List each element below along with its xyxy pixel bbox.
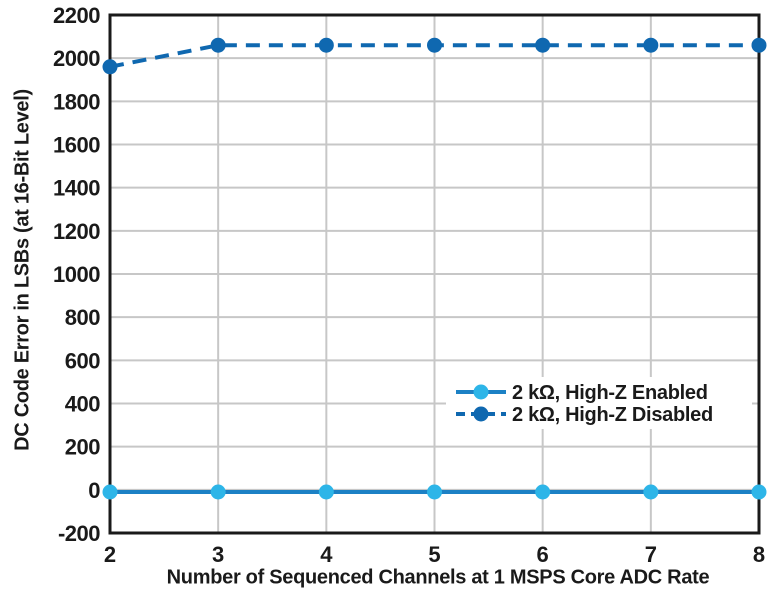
series-1-marker <box>535 37 551 53</box>
series-1-marker <box>643 37 659 53</box>
legend-background <box>446 377 752 429</box>
y-tick-label: 800 <box>65 305 100 330</box>
y-axis-title: DC Code Error in LSBs (at 16-Bit Level) <box>11 89 34 451</box>
y-tick-label: 2200 <box>53 3 100 28</box>
x-tick-label: 4 <box>320 542 333 567</box>
y-tick-label: 1400 <box>53 176 100 201</box>
series-0-marker <box>210 484 226 500</box>
series-0-marker <box>643 484 659 500</box>
x-tick-label: 8 <box>753 542 765 567</box>
series-0-marker <box>318 484 334 500</box>
y-tick-label: 200 <box>65 435 100 460</box>
series-1-marker <box>751 37 767 53</box>
x-tick-label: 2 <box>104 542 116 567</box>
legend-item-label-1: 2 kΩ, High-Z Disabled <box>512 404 713 426</box>
series-1-marker <box>318 37 334 53</box>
x-tick-label: 3 <box>212 542 224 567</box>
series-0-marker <box>427 484 442 500</box>
y-tick-label: 400 <box>65 392 100 417</box>
legend-swatch-marker-0 <box>473 384 489 400</box>
series-1-marker <box>210 37 226 53</box>
y-tick-label: 1600 <box>53 133 100 158</box>
x-axis-title: Number of Sequenced Channels at 1 MSPS C… <box>166 566 710 589</box>
y-tick-label: 2000 <box>53 46 100 71</box>
series-0-marker <box>535 484 551 500</box>
y-tick-label: 1000 <box>53 262 100 287</box>
series-1-marker <box>427 37 442 53</box>
x-tick-label: 5 <box>428 542 440 567</box>
y-tick-label: 1800 <box>53 89 100 114</box>
plot-border <box>108 13 761 535</box>
y-tick-label: -200 <box>58 521 100 546</box>
series-0-marker <box>102 484 118 500</box>
series-0-marker <box>751 484 767 500</box>
y-tick-label: 0 <box>88 478 100 503</box>
legend-swatch-marker-1 <box>473 406 489 422</box>
series-1-marker <box>102 59 118 75</box>
y-tick-label: 600 <box>65 348 100 373</box>
x-tick-label: 6 <box>537 542 549 567</box>
y-tick-label: 1200 <box>53 219 100 244</box>
x-tick-label: 7 <box>645 542 657 567</box>
legend-item-label-0: 2 kΩ, High-Z Enabled <box>512 382 708 404</box>
